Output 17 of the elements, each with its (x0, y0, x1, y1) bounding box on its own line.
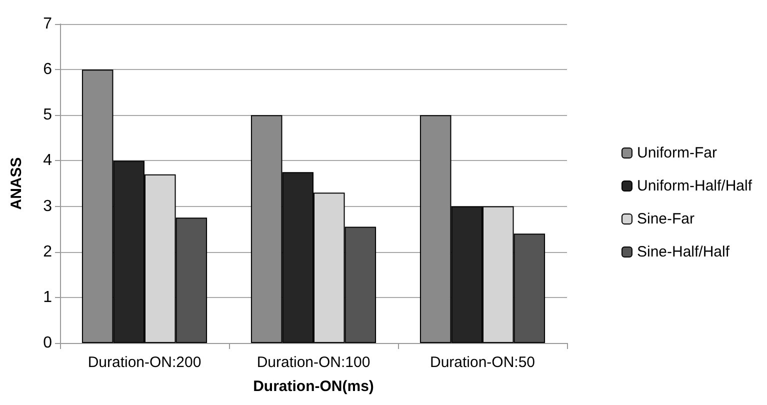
legend-label: Sine-Far (636, 210, 695, 228)
y-tick-label: 1 (43, 288, 52, 306)
y-axis-title: ANASS (8, 157, 25, 210)
legend-label: Uniform-Half/Half (636, 178, 753, 194)
legend-label: Sine-Half/Half (636, 244, 730, 260)
x-tick-label: Duration-ON:50 (430, 354, 536, 371)
y-tick-label: 4 (43, 152, 52, 170)
y-tick-label: 7 (43, 16, 52, 32)
y-tick-label: 0 (43, 334, 52, 352)
y-tick-label: 6 (43, 61, 52, 78)
x-axis-title: Duration-ON(ms) (253, 378, 374, 395)
y-tick-label: 5 (43, 106, 52, 124)
y-tick-label: 2 (43, 243, 52, 260)
y-tick-label: 3 (43, 198, 52, 215)
x-tick-label: Duration-ON:100 (256, 354, 370, 371)
legend-label: Uniform-Far (636, 144, 717, 162)
x-tick-label: Duration-ON:200 (88, 354, 202, 371)
